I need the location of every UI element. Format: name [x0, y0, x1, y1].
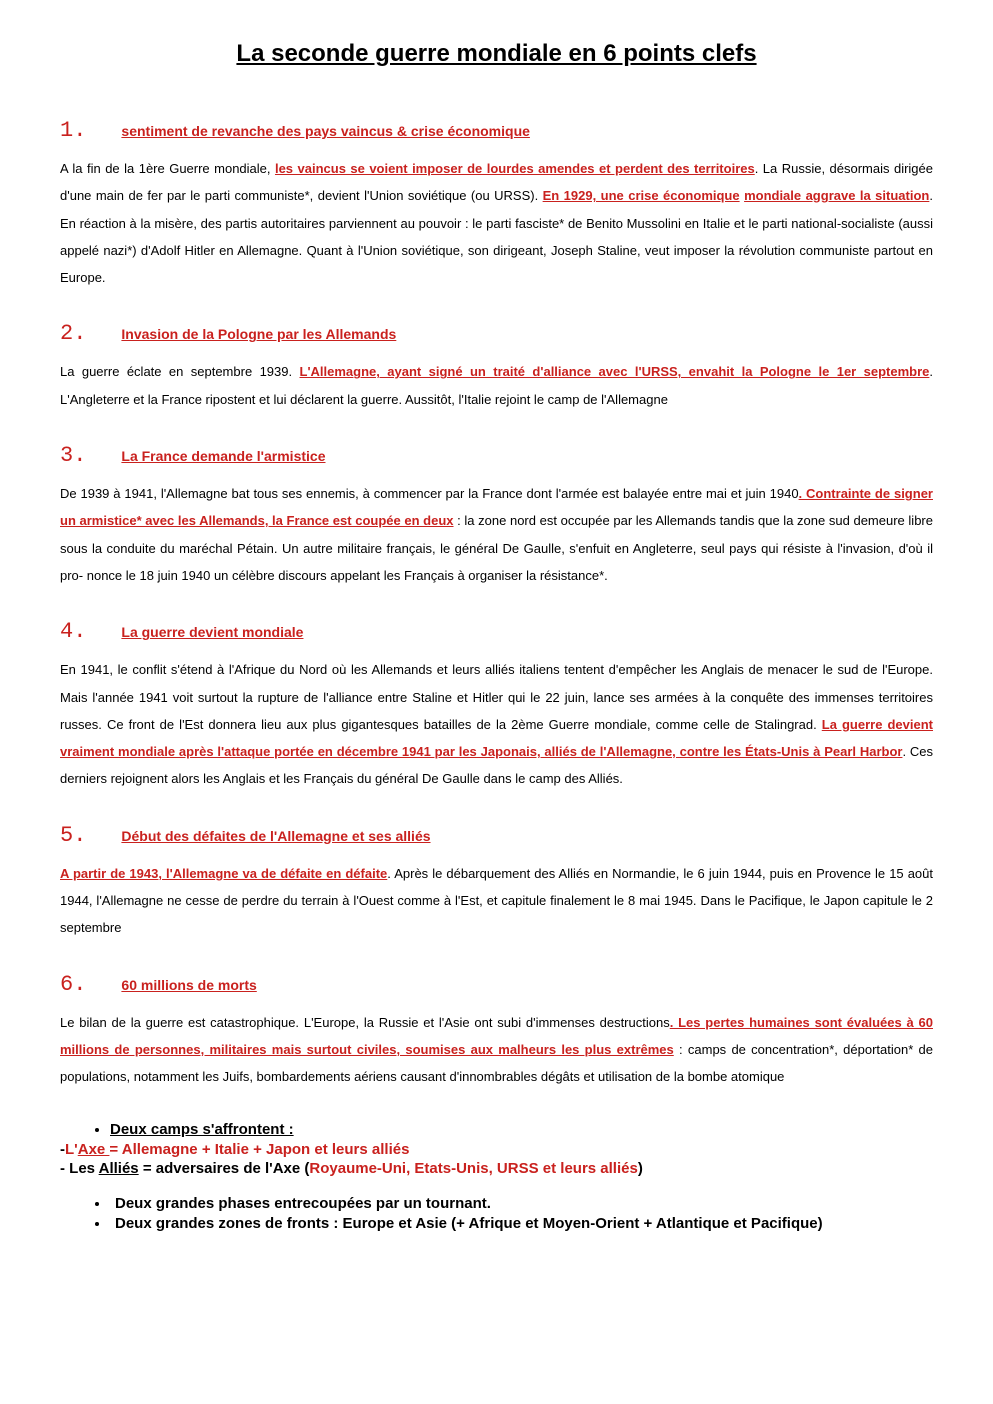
summary-heading-item: Deux camps s'affrontent : [110, 1121, 933, 1138]
body-text-fragment: Le bilan de la guerre est catastrophique… [60, 1015, 670, 1030]
section-body: A partir de 1943, l'Allemagne va de défa… [60, 860, 933, 942]
summary-heading: Deux camps s'affrontent : [110, 1121, 294, 1138]
section-header: 3. La France demande l'armistice [60, 443, 933, 468]
body-text-fragment: La guerre éclate en septembre 1939. [60, 364, 300, 379]
allies-list: Royaume-Uni, Etats-Unis, URSS et leurs a… [309, 1160, 637, 1177]
section-title: sentiment de revanche des pays vaincus &… [121, 123, 530, 139]
camp-allies-line: - Les Alliés = adversaires de l'Axe (Roy… [60, 1160, 933, 1177]
section-title: 60 millions de morts [121, 977, 256, 993]
section-body: En 1941, le conflit s'étend à l'Afrique … [60, 656, 933, 792]
highlighted-text: En 1929, une crise économique [543, 188, 740, 203]
section-3: 3. La France demande l'armistice De 1939 à… [60, 443, 933, 589]
section-6: 6. 60 millions de morts Le bilan de la gue… [60, 972, 933, 1091]
section-body: La guerre éclate en septembre 1939. L'Al… [60, 358, 933, 413]
allies-eq: = adversaires de l'Axe ( [139, 1160, 310, 1177]
highlighted-text: les vaincus se voient imposer de lourdes… [275, 161, 755, 176]
section-body: De 1939 à 1941, l'Allemagne bat tous ses… [60, 480, 933, 589]
axe-eq: = Allemagne + Italie + Japon et leurs al… [109, 1141, 409, 1158]
body-text-fragment: De 1939 à 1941, l'Allemagne bat tous ses… [60, 486, 799, 501]
allies-prefix: - Les [60, 1160, 99, 1177]
summary-sub-list: Deux grandes phases entrecoupées par un … [60, 1195, 933, 1232]
section-header: 2. Invasion de la Pologne par les Alleman… [60, 321, 933, 346]
section-number: 4. [60, 619, 86, 644]
section-header: 5. Début des défaites de l'Allemagne et s… [60, 823, 933, 848]
summary-list: Deux camps s'affrontent : [60, 1121, 933, 1138]
axe-name: Axe [78, 1141, 110, 1158]
allies-close: ) [638, 1160, 643, 1177]
section-number: 2. [60, 321, 86, 346]
section-header: 1. sentiment de revanche des pays vaincus… [60, 118, 933, 143]
section-body: Le bilan de la guerre est catastrophique… [60, 1009, 933, 1091]
highlighted-text: L'Allemagne, ayant signé un traité d'all… [300, 364, 930, 379]
highlighted-text: mondiale aggrave la situation [744, 188, 929, 203]
section-title: La France demande l'armistice [121, 448, 325, 464]
section-title: La guerre devient mondiale [121, 624, 303, 640]
section-header: 6. 60 millions de morts [60, 972, 933, 997]
summary-point-1: Deux grandes phases entrecoupées par un … [110, 1195, 933, 1212]
axe-label: L' [65, 1141, 78, 1158]
section-header: 4. La guerre devient mondiale [60, 619, 933, 644]
section-body: A la fin de la 1ère Guerre mondiale, les… [60, 155, 933, 291]
body-text-fragment: En 1941, le conflit s'étend à l'Afrique … [60, 662, 933, 732]
section-4: 4. La guerre devient mondiale En 1941, le … [60, 619, 933, 792]
allies-name: Alliés [99, 1160, 139, 1177]
section-number: 3. [60, 443, 86, 468]
section-number: 6. [60, 972, 86, 997]
sections-container: 1. sentiment de revanche des pays vaincus… [60, 118, 933, 1091]
camp-axe-line: -L'Axe = Allemagne + Italie + Japon et l… [60, 1141, 933, 1158]
section-number: 1. [60, 118, 86, 143]
page-title: La seconde guerre mondiale en 6 points c… [60, 40, 933, 68]
section-1: 1. sentiment de revanche des pays vaincus… [60, 118, 933, 291]
body-text-fragment: A la fin de la 1ère Guerre mondiale, [60, 161, 275, 176]
summary-point-2: Deux grandes zones de fronts : Europe et… [110, 1215, 933, 1232]
section-title: Début des défaites de l'Allemagne et ses… [121, 828, 430, 844]
section-title: Invasion de la Pologne par les Allemands [121, 326, 396, 342]
section-5: 5. Début des défaites de l'Allemagne et s… [60, 823, 933, 942]
section-number: 5. [60, 823, 86, 848]
section-2: 2. Invasion de la Pologne par les Alleman… [60, 321, 933, 413]
highlighted-text: A partir de 1943, l'Allemagne va de défa… [60, 866, 387, 881]
